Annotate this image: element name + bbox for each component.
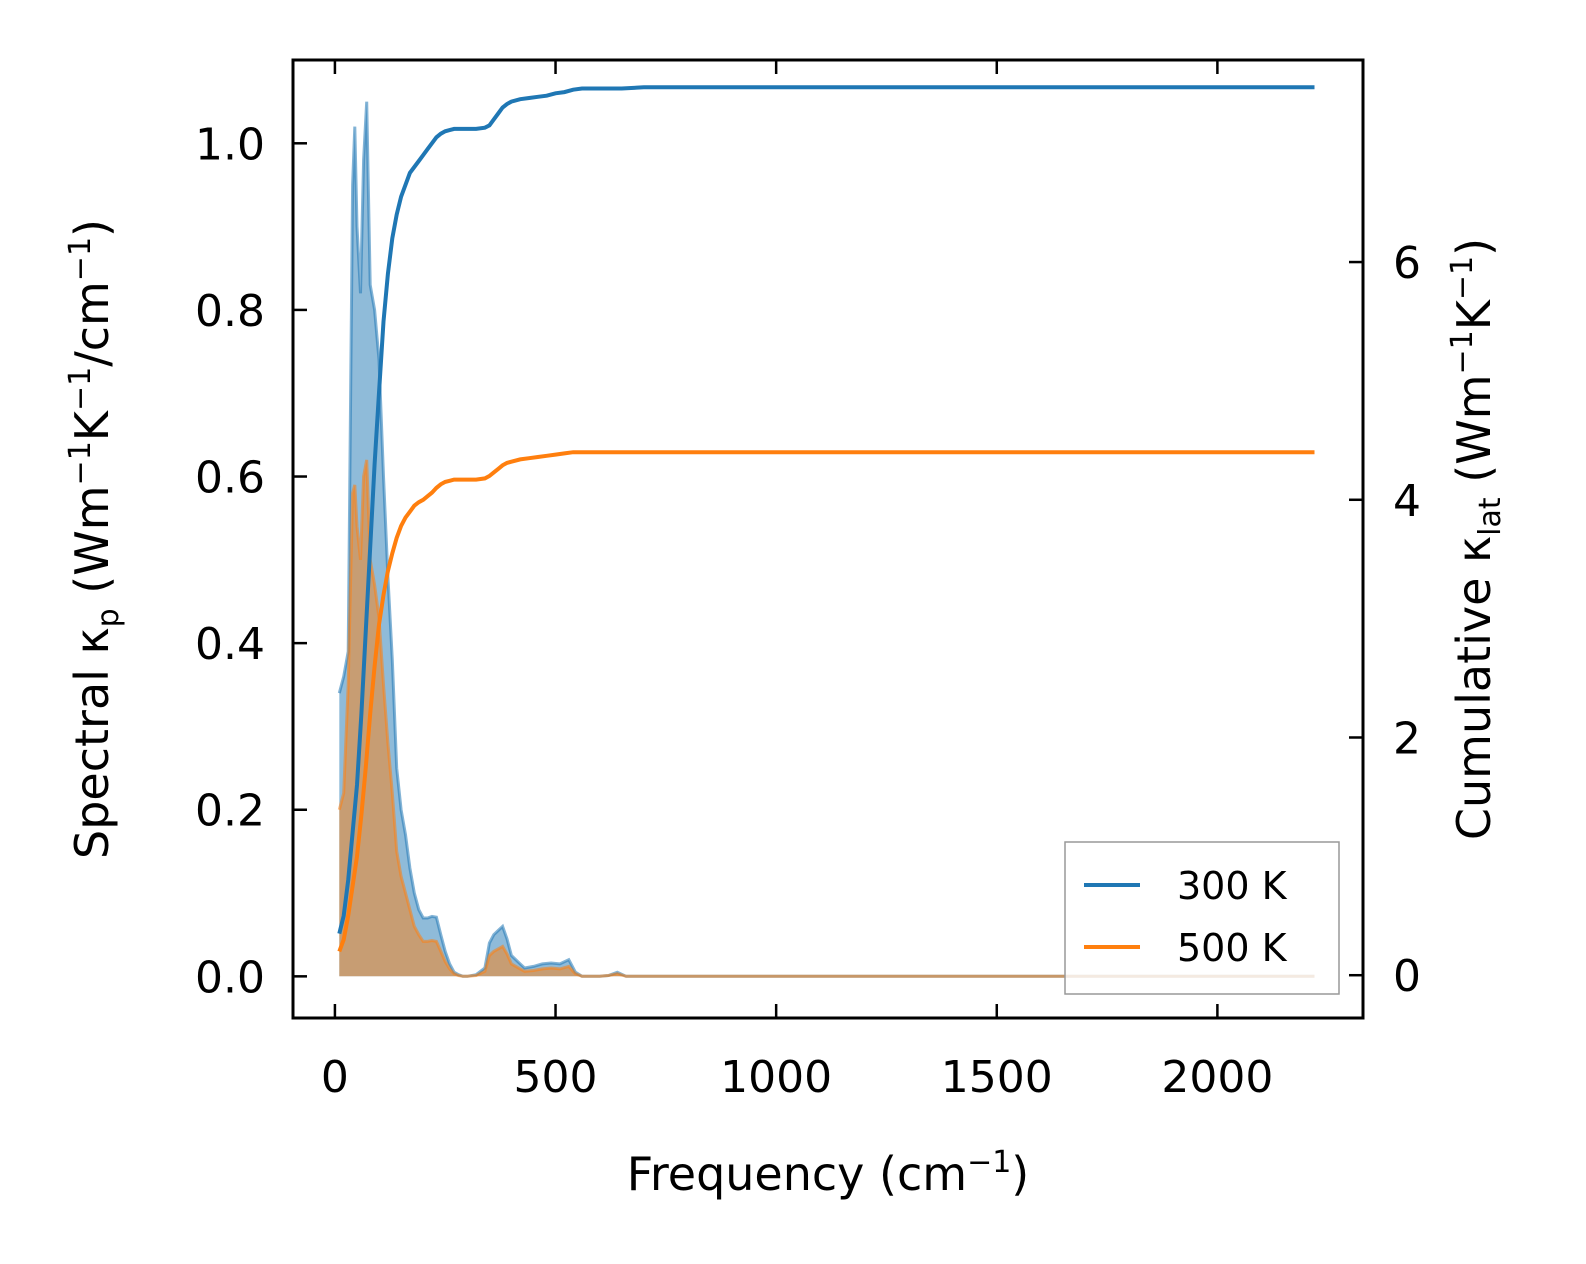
y-left-tick-label: 0.4 (195, 619, 265, 670)
y-right-tick-label: 6 (1393, 238, 1421, 289)
x-tick-label: 0 (321, 1052, 349, 1103)
legend-box (1064, 841, 1340, 995)
y-right-tick-label: 4 (1393, 476, 1421, 527)
spectral-line-300k (337, 101, 1315, 978)
y-left-tick-label: 0.6 (195, 453, 265, 504)
cumulative-line-500k (337, 450, 1315, 953)
y-axis-right-label: Cumulative κlat (Wm−1K−1) (1445, 238, 1508, 840)
legend-label-500k: 500 K (1177, 926, 1288, 970)
y-left-tick-label: 0.2 (195, 786, 265, 837)
x-tick-label: 500 (514, 1052, 598, 1103)
y-left-tick-label: 0.0 (195, 952, 265, 1003)
y-left-tick-label: 0.8 (195, 286, 265, 337)
x-axis-label: Frequency (cm−1) (627, 1145, 1030, 1201)
legend: 300 K 500 K (1064, 841, 1340, 995)
y-right-tick-label: 2 (1393, 713, 1421, 764)
y-left-tick-label: 1.0 (195, 119, 265, 170)
y-axis-left-label: Spectral κp (Wm−1K−1/cm−1) (63, 219, 126, 859)
cumulative-lines (337, 85, 1315, 953)
x-tick-label: 1500 (941, 1052, 1053, 1103)
x-tick-label: 2000 (1161, 1052, 1273, 1103)
x-tick-label: 1000 (720, 1052, 832, 1103)
y-right-tick-label: 0 (1393, 951, 1421, 1002)
legend-label-300k: 300 K (1177, 864, 1288, 908)
cumulative-line-300k (337, 85, 1315, 935)
plot-frame (291, 58, 1365, 1020)
tick-labels: 0 500 1000 1500 2000 0.0 0.2 0.4 0.6 0.8 1.0 0 2 4 6 (195, 119, 1421, 1103)
axis-ticks (293, 60, 1363, 1018)
